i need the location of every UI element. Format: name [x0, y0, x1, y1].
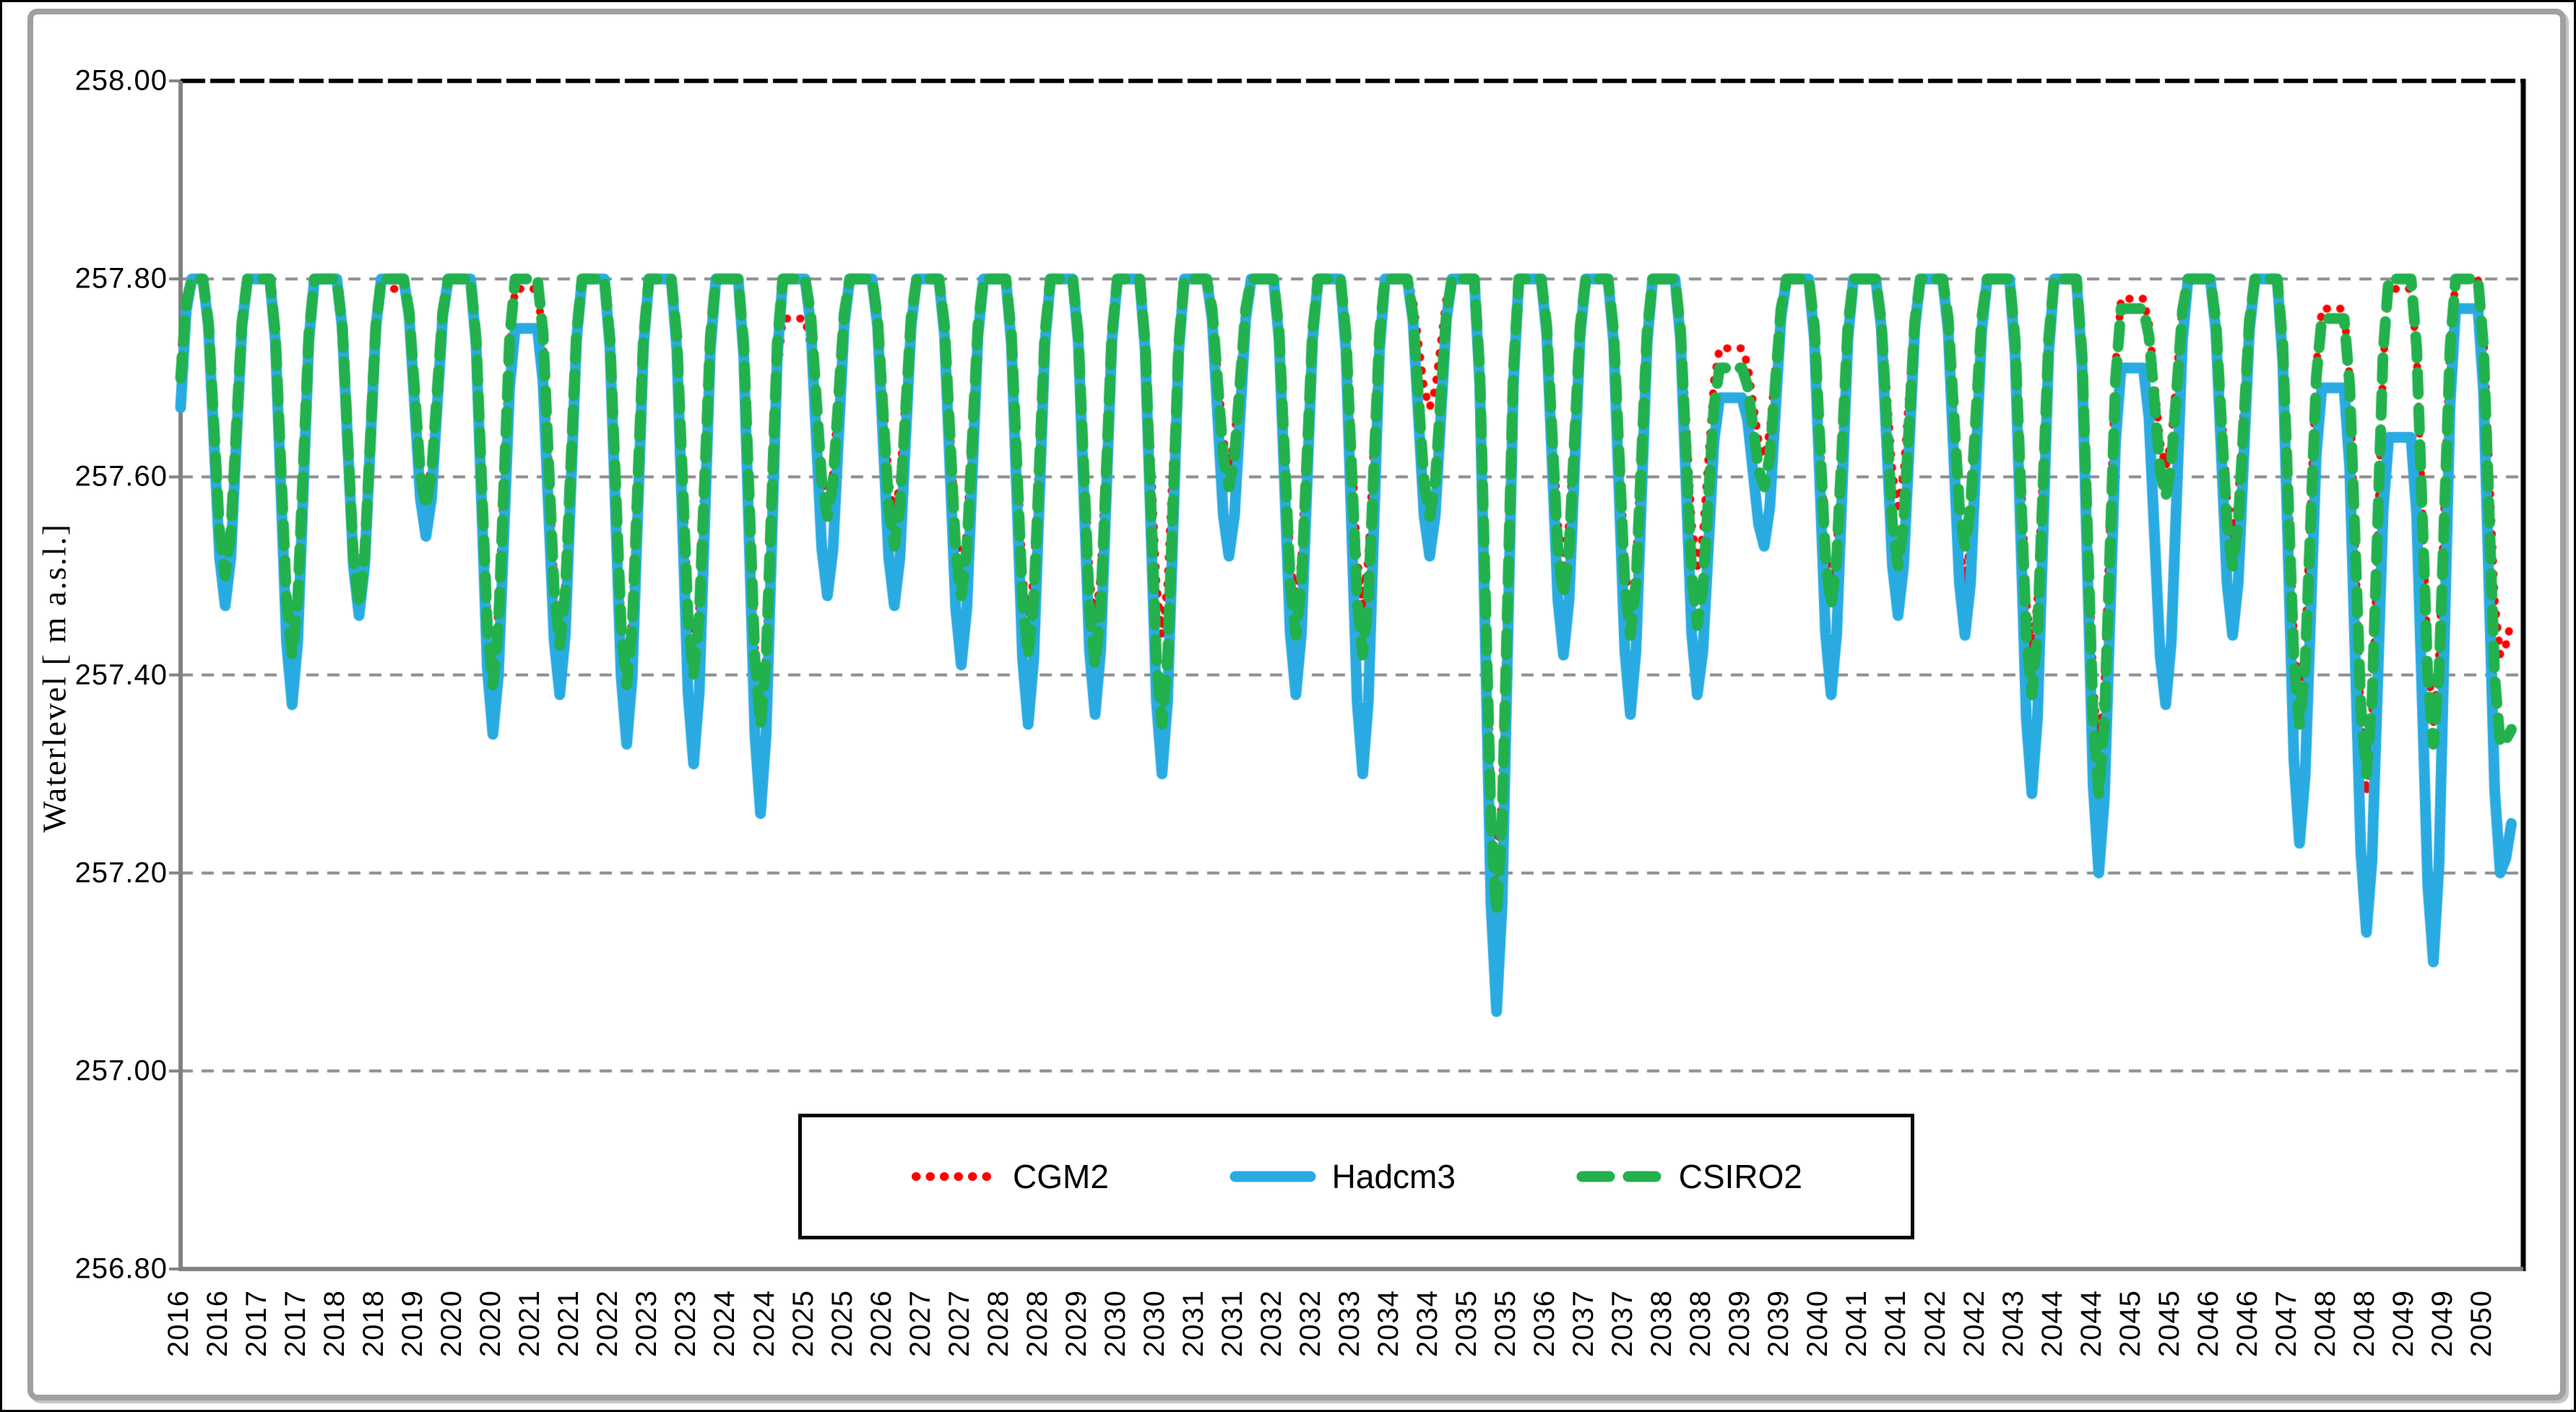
- legend: CGM2 Hadcm3 CSIRO2: [798, 1114, 1914, 1239]
- x-tick-label: 2048: [2309, 1290, 2341, 1357]
- x-tick-label: 2027: [904, 1290, 936, 1357]
- x-tick-label: 2017: [241, 1290, 273, 1357]
- x-tick-label: 2041: [1841, 1290, 1873, 1357]
- legend-entry-csiro2: CSIRO2: [1576, 1157, 1802, 1196]
- x-tick-label: 2032: [1255, 1290, 1287, 1357]
- x-tick-label: 2026: [865, 1290, 897, 1357]
- x-tick-label: 2035: [1451, 1290, 1483, 1357]
- x-tick-label: 2028: [1021, 1290, 1053, 1357]
- x-tick-label: 2025: [826, 1290, 858, 1357]
- x-tick-label: 2030: [1138, 1290, 1170, 1357]
- x-tick-label: 2043: [1997, 1290, 2029, 1357]
- x-tick-label: 2039: [1724, 1290, 1756, 1357]
- x-tick-label: 2028: [982, 1290, 1014, 1357]
- x-tick-label: 2046: [2231, 1290, 2263, 1357]
- x-tick-label: 2017: [280, 1290, 312, 1357]
- y-tick-label: 257.40: [74, 659, 168, 690]
- x-tick-label: 2016: [202, 1290, 234, 1357]
- y-tick-label: 256.80: [74, 1252, 168, 1285]
- x-tick-label: 2038: [1646, 1290, 1678, 1357]
- x-tick-label: 2023: [670, 1290, 702, 1357]
- legend-label-csiro2: CSIRO2: [1678, 1158, 1802, 1195]
- x-tick-label: 2021: [514, 1290, 546, 1357]
- x-tick-label: 2034: [1412, 1290, 1444, 1357]
- x-tick-label: 2018: [319, 1290, 351, 1357]
- x-tick-label: 2037: [1568, 1290, 1600, 1357]
- x-tick-label: 2041: [1880, 1290, 1912, 1357]
- x-tick-label: 2030: [1099, 1290, 1131, 1357]
- x-tick-label: 2042: [1919, 1290, 1951, 1357]
- legend-label-cgm2: CGM2: [1013, 1158, 1109, 1195]
- x-tick-label: 2045: [2114, 1290, 2146, 1357]
- x-tick-label: 2049: [2387, 1290, 2419, 1357]
- x-tick-label: 2048: [2348, 1290, 2380, 1357]
- x-tick-label: 2029: [1060, 1290, 1092, 1357]
- x-tick-label: 2023: [631, 1290, 663, 1357]
- y-tick-label: 258.00: [74, 64, 168, 97]
- x-tick-label: 2049: [2426, 1290, 2458, 1357]
- y-tick-label: 257.00: [74, 1054, 168, 1087]
- x-tick-label: 2044: [2036, 1290, 2068, 1357]
- x-tick-label: 2020: [436, 1290, 468, 1357]
- y-tick-label: 257.80: [74, 262, 168, 295]
- x-tick-label: 2047: [2270, 1290, 2302, 1357]
- x-tick-label: 2021: [553, 1290, 585, 1357]
- x-tick-label: 2022: [592, 1290, 624, 1357]
- x-tick-label: 2016: [163, 1290, 194, 1357]
- legend-sample-dashed-green-icon: [1576, 1171, 1663, 1182]
- y-tick-label: 257.20: [74, 857, 168, 889]
- x-tick-label: 2031: [1177, 1290, 1209, 1357]
- x-tick-label: 2040: [1802, 1290, 1834, 1357]
- x-tick-label: 2031: [1216, 1290, 1248, 1357]
- x-tick-label: 2045: [2153, 1290, 2185, 1357]
- x-tick-label: 2024: [748, 1290, 780, 1357]
- x-tick-label: 2034: [1373, 1290, 1405, 1357]
- legend-label-hadcm3: Hadcm3: [1331, 1158, 1456, 1195]
- legend-sample-solid-blue-icon: [1229, 1171, 1316, 1182]
- x-tick-label: 2038: [1685, 1290, 1717, 1357]
- x-tick-label: 2024: [709, 1290, 741, 1357]
- x-tick-label: 2032: [1294, 1290, 1326, 1357]
- x-tick-label: 2018: [358, 1290, 390, 1357]
- x-tick-label: 2037: [1607, 1290, 1639, 1357]
- y-tick-label: 257.60: [74, 460, 168, 493]
- x-tick-label: 2027: [943, 1290, 975, 1357]
- x-tick-label: 2020: [475, 1290, 507, 1357]
- legend-entry-cgm2: CGM2: [910, 1157, 1109, 1196]
- x-tick-label: 2033: [1334, 1290, 1366, 1357]
- x-tick-label: 2036: [1529, 1290, 1561, 1357]
- x-tick-label: 2042: [1958, 1290, 1990, 1357]
- legend-sample-dotted-red-icon: [912, 1172, 995, 1181]
- x-tick-label: 2025: [787, 1290, 819, 1357]
- x-tick-label: 2046: [2192, 1290, 2224, 1357]
- x-tick-label: 2035: [1490, 1290, 1522, 1357]
- x-tick-label: 2050: [2465, 1290, 2497, 1357]
- x-tick-label: 2019: [397, 1290, 429, 1357]
- x-tick-label: 2039: [1763, 1290, 1795, 1357]
- legend-entry-hadcm3: Hadcm3: [1229, 1157, 1456, 1196]
- x-tick-label: 2044: [2075, 1290, 2107, 1357]
